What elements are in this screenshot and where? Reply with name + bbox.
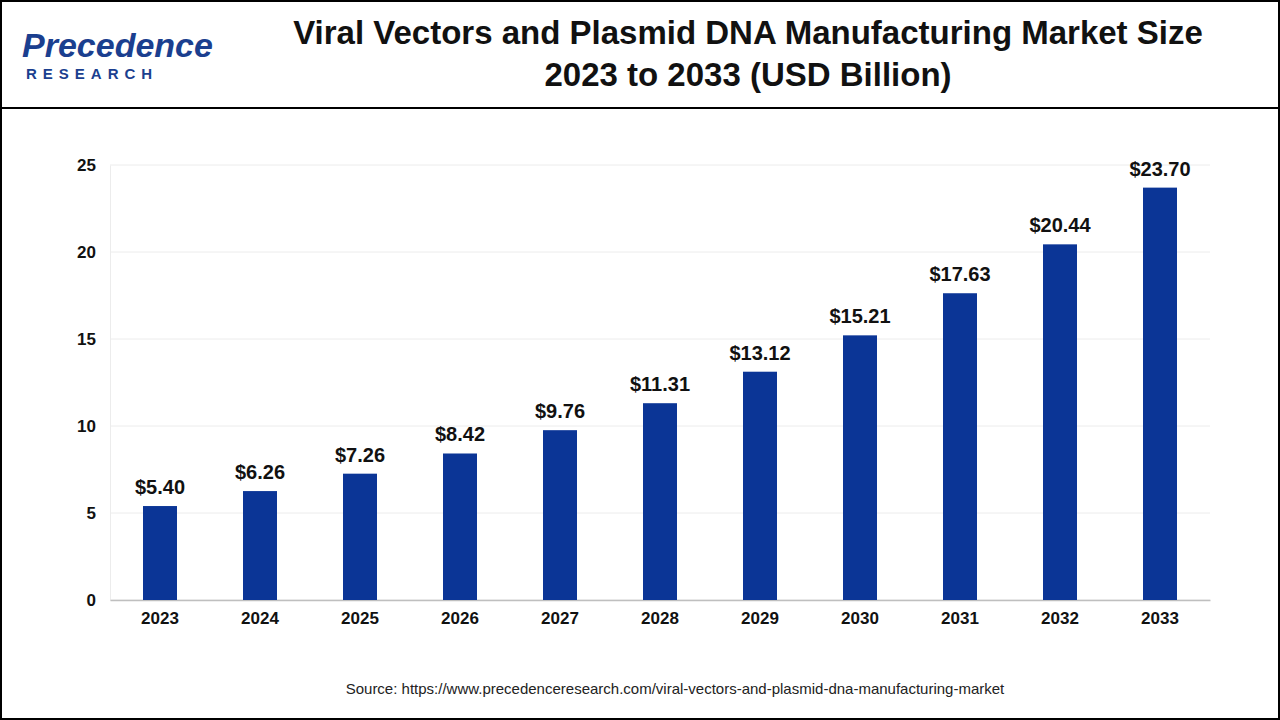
data-label: $9.76 [535, 400, 585, 422]
y-tick-label: 25 [77, 156, 96, 175]
bar [443, 453, 477, 600]
data-label: $15.21 [829, 305, 890, 327]
x-tick: 2025 [341, 600, 379, 628]
bar [943, 293, 977, 600]
logo: PrecedenceRESEARCH [22, 26, 213, 82]
y-tick: 15 [77, 330, 110, 349]
y-tick: 5 [87, 504, 110, 523]
y-axis-line [110, 166, 111, 601]
y-tick-label: 0 [87, 591, 96, 610]
grid-line [110, 165, 1210, 166]
y-tick: 20 [77, 243, 110, 262]
y-tick-label: 5 [87, 504, 96, 523]
x-tick-label: 2024 [241, 609, 279, 628]
x-tick: 2032 [1041, 600, 1079, 628]
bar [1143, 188, 1177, 600]
bar [343, 474, 377, 600]
header-rule [0, 107, 1280, 109]
y-tick: 0 [87, 591, 110, 610]
data-label: $7.26 [335, 444, 385, 466]
x-tick: 2030 [841, 600, 879, 628]
x-tick: 2028 [641, 600, 679, 628]
x-tick-label: 2027 [541, 609, 579, 628]
x-tick: 2027 [541, 600, 579, 628]
x-tick-label: 2030 [841, 609, 879, 628]
y-tick: 25 [77, 156, 110, 175]
bar [243, 491, 277, 600]
logo-subtext: RESEARCH [26, 65, 158, 82]
x-tick-label: 2028 [641, 609, 679, 628]
data-label: $8.42 [435, 423, 485, 445]
x-tick: 2031 [941, 600, 979, 628]
x-tick-label: 2031 [941, 609, 979, 628]
logo-text: Precedence [22, 26, 213, 64]
bar [543, 430, 577, 600]
x-tick: 2026 [441, 600, 479, 628]
y-tick-label: 10 [77, 417, 96, 436]
bar [143, 506, 177, 600]
bar [1043, 244, 1077, 600]
x-tick: 2023 [141, 600, 179, 628]
bar [643, 403, 677, 600]
data-label: $17.63 [929, 263, 990, 285]
x-axis: 2023 2024 2025 2026 2027 2028 2029 2030 2031 2032… [111, 600, 1211, 628]
x-tick-label: 2026 [441, 609, 479, 628]
frame [1, 1, 1279, 719]
source: Source: https://www.precedenceresearch.c… [346, 680, 1005, 697]
chart: PrecedenceRESEARCH Viral Vectors and Plas… [0, 0, 1280, 720]
data-label: $5.40 [135, 476, 185, 498]
data-labels: $5.40 $6.26 $7.26 $8.42 $9.76 $11.31 $13.12 $15… [135, 158, 1191, 498]
title: Viral Vectors and Plasmid DNA Manufactur… [293, 14, 1203, 93]
y-axis: 0 5 10 15 20 25 [77, 156, 110, 610]
data-label: $6.26 [235, 461, 285, 483]
y-tick-label: 20 [77, 243, 96, 262]
x-tick-label: 2025 [341, 609, 379, 628]
data-label: $23.70 [1129, 158, 1190, 180]
x-tick: 2033 [1141, 600, 1179, 628]
y-tick-label: 15 [77, 330, 96, 349]
x-tick-label: 2029 [741, 609, 779, 628]
y-tick: 10 [77, 417, 110, 436]
data-label: $13.12 [729, 342, 790, 364]
x-tick: 2024 [241, 600, 279, 628]
x-tick-label: 2023 [141, 609, 179, 628]
data-label: $11.31 [630, 373, 690, 395]
bars [143, 188, 1177, 600]
x-tick-label: 2033 [1141, 609, 1179, 628]
bar [843, 335, 877, 600]
bar [743, 372, 777, 600]
data-label: $20.44 [1029, 214, 1091, 236]
x-tick: 2029 [741, 600, 779, 628]
x-tick-label: 2032 [1041, 609, 1079, 628]
grid [110, 165, 1210, 600]
